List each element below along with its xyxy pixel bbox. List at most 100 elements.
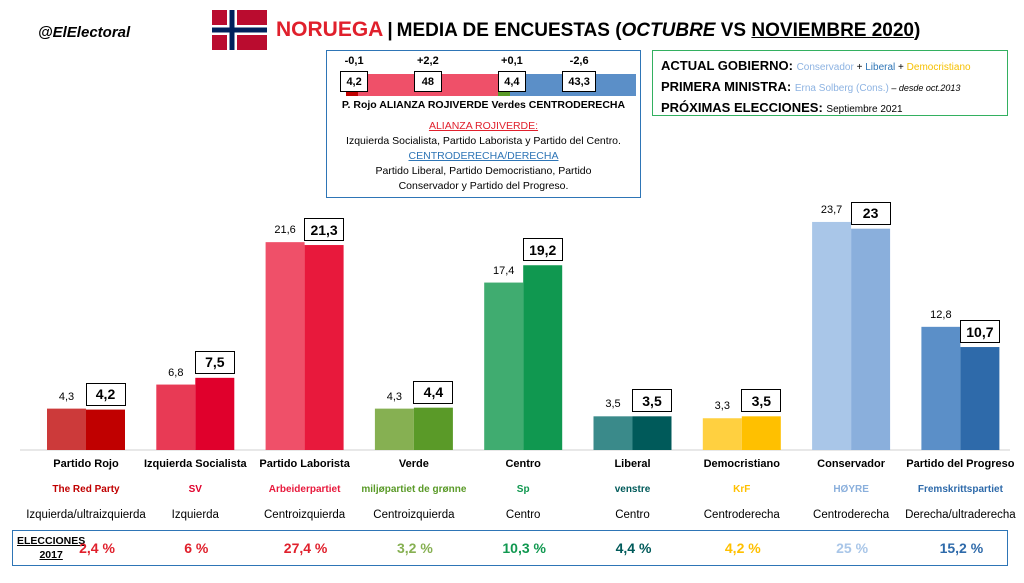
bar-october — [156, 384, 196, 450]
ideology-label: Centroderecha — [703, 509, 780, 521]
handle: @ElElectoral — [38, 24, 131, 41]
bar-november — [86, 409, 125, 450]
election-result: 2,4 % — [79, 540, 115, 556]
bar-october — [702, 418, 742, 450]
ideology-label: Centro — [615, 509, 650, 521]
election-result: 25 % — [836, 540, 869, 556]
bloc-change: -0,1 — [344, 55, 364, 67]
title-close: ) — [914, 20, 921, 41]
election-result: 3,2 % — [396, 540, 433, 556]
data-label-october: 4,3 — [386, 390, 403, 403]
party-logo: The Red Party — [52, 483, 120, 495]
data-label-october: 12,8 — [930, 308, 952, 321]
norway-flag-icon — [212, 10, 267, 50]
data-label-november: 10,7 — [959, 320, 1000, 344]
data-label-october: 3,3 — [714, 400, 730, 413]
data-label-october: 3,5 — [605, 398, 621, 411]
title-separator: | — [387, 20, 393, 41]
government-info-panel: ACTUAL GOBIERNO: Conservador + Liberal +… — [652, 50, 1008, 116]
party-logo: miljøpartiet de grønne — [361, 483, 467, 495]
bloc-value: 4,4 — [497, 71, 526, 92]
party-logo: venstre — [614, 483, 651, 495]
party-logo: SV — [188, 483, 202, 495]
data-label-november: 3,5 — [632, 389, 672, 413]
bloc-change: +2,2 — [417, 55, 439, 67]
ideology-label: Derecha/ultraderecha — [905, 509, 1016, 521]
election-result: 10,3 % — [502, 540, 546, 556]
title-october: OCTUBRE — [621, 20, 716, 41]
bloc-description: ALIANZA ROJIVERDE: Izquierda Socialista,… — [327, 119, 640, 194]
ideology-label: Izquierda — [171, 509, 219, 521]
bar-october — [374, 408, 414, 450]
bar-october — [47, 408, 86, 450]
category-label: Liberal — [614, 458, 651, 470]
ideology-label: Centroizquierda — [373, 509, 455, 521]
bloc-change: -2,6 — [569, 55, 589, 67]
bloc-value: 4,2 — [340, 71, 369, 92]
bar-november — [741, 416, 781, 450]
bar-november — [960, 347, 1000, 450]
rojiverde-text: Izquierda Socialista, Partido Laborista … — [346, 135, 621, 147]
bloc-labels: P. Rojo ALIANZA ROJIVERDE Verdes CENTROD… — [341, 99, 626, 111]
ideology-label: Centro — [505, 509, 541, 521]
data-label-november: 3,5 — [741, 389, 782, 413]
data-label-november: 19,2 — [522, 238, 563, 262]
category-label: Democristiano — [703, 458, 780, 470]
data-label-november: 21,3 — [304, 218, 345, 242]
election-result: 15,2 % — [939, 540, 984, 556]
bar-november — [195, 377, 235, 450]
election-result: 4,4 % — [615, 540, 652, 556]
data-label-october: 4,3 — [58, 390, 75, 403]
category-label: Izquierda Socialista — [143, 458, 247, 470]
data-label-october: 17,4 — [492, 264, 515, 277]
ideology-label: Centroizquierda — [264, 509, 346, 521]
rojiverde-title: ALIANZA ROJIVERDE: — [428, 120, 539, 132]
data-label-october: 21,6 — [274, 224, 296, 237]
party-logo: KrF — [733, 483, 751, 495]
data-label-november: 23 — [850, 201, 891, 225]
data-label-november: 4,4 — [413, 380, 454, 404]
data-label-october: 23,7 — [820, 203, 843, 216]
elections-2017-row: ELECCIONES 2017 2,4 % 6 % 27,4 % 3,2 % 10,3 … — [12, 530, 1008, 566]
bar-october — [593, 416, 633, 450]
party-logo: HØYRE — [833, 483, 869, 495]
bar-november — [851, 228, 891, 450]
title-vs: VS — [715, 20, 752, 41]
bar-november — [632, 416, 672, 450]
data-label-october: 6,8 — [168, 366, 184, 379]
title-part-a: MEDIA DE ENCUESTAS ( — [396, 20, 622, 41]
party-logo: Sp — [516, 483, 530, 495]
bloc-value: 43,3 — [562, 71, 597, 92]
category-label: Partido del Progreso — [906, 458, 1015, 470]
category-label: Verde — [398, 458, 429, 470]
bar-november — [413, 407, 453, 450]
bar-october — [812, 221, 852, 450]
country-name: NORUEGA — [276, 18, 384, 41]
category-label: Conservador — [817, 458, 886, 470]
page-title: NORUEGA | MEDIA DE ENCUESTAS (OCTUBRE VS N… — [276, 18, 920, 42]
title-november: NOVIEMBRE 2020 — [751, 20, 915, 41]
prime-minister: PRIMERA MINISTRA: Erna Solberg (Cons.) –… — [661, 79, 961, 94]
election-result: 6 % — [184, 540, 209, 556]
bar-october — [484, 282, 524, 450]
election-result: 4,2 % — [724, 540, 761, 556]
elections-label: ELECCIONES 2017 — [17, 535, 86, 561]
party-logo: Fremskrittspartiet — [917, 483, 1003, 495]
category-label: Partido Laborista — [259, 458, 350, 470]
ideology-label: Izquierda/ultraizquierda — [26, 509, 146, 521]
party-logo: Arbeiderpartiet — [268, 483, 341, 495]
election-result: 27,4 % — [283, 540, 328, 556]
bar-october — [265, 242, 305, 450]
current-government: ACTUAL GOBIERNO: Conservador + Liberal +… — [661, 58, 971, 73]
bloc-summary-panel: -0,1 +2,2 +0,1 -2,6 4,2 48 4,4 43,3 P. Rojo AL… — [326, 50, 641, 198]
derecha-title: CENTRODERECHA/DERECHA — [408, 150, 559, 162]
ideology-label: Centroderecha — [813, 509, 890, 521]
derecha-text-2: Conservador y Partido del Progreso. — [398, 180, 569, 192]
derecha-text-1: Partido Liberal, Partido Democristiano, … — [375, 165, 592, 177]
bar-october — [921, 326, 961, 450]
data-label-november: 7,5 — [194, 350, 235, 374]
bar-november — [304, 245, 344, 450]
bar-november — [523, 265, 563, 450]
category-label: Centro — [505, 458, 541, 470]
next-elections: PRÓXIMAS ELECCIONES: Septiembre 2021 — [661, 100, 903, 115]
